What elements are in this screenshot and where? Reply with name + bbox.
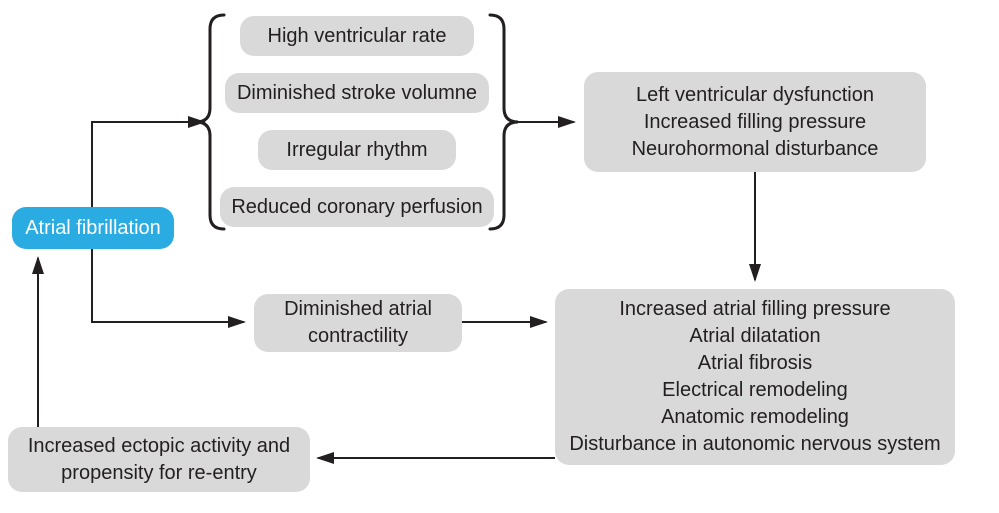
- node-diminished-stroke-volume: Diminished stroke volumne: [225, 73, 489, 113]
- arrow-af_to_bracket: [92, 122, 204, 207]
- node-increased-ectopic-activity: Increased ectopic activity andpropensity…: [8, 427, 310, 492]
- node-atrial-fibrillation: Atrial fibrillation: [12, 207, 174, 249]
- node-label: Left ventricular dysfunctionIncreased fi…: [632, 82, 879, 163]
- node-reduced-coronary-perfusion: Reduced coronary perfusion: [220, 187, 494, 227]
- arrow-af_to_dim_atrial: [92, 249, 244, 322]
- node-diminished-atrial-contractility: Diminished atrialcontractility: [254, 294, 462, 352]
- node-label: Increased ectopic activity andpropensity…: [28, 433, 290, 487]
- node-label: Reduced coronary perfusion: [231, 194, 482, 221]
- node-lv-dysfunction: Left ventricular dysfunctionIncreased fi…: [584, 72, 926, 172]
- node-label: Atrial fibrillation: [25, 215, 161, 242]
- node-label: Diminished atrialcontractility: [284, 296, 432, 350]
- bracket-right: [490, 15, 518, 229]
- node-label: Diminished stroke volumne: [237, 80, 477, 107]
- node-high-ventricular-rate: High ventricular rate: [240, 16, 474, 56]
- node-irregular-rhythm: Irregular rhythm: [258, 130, 456, 170]
- node-label: High ventricular rate: [268, 23, 447, 50]
- node-label: Increased atrial filling pressureAtrial …: [569, 296, 940, 458]
- node-increased-atrial-pressure: Increased atrial filling pressureAtrial …: [555, 289, 955, 465]
- node-label: Irregular rhythm: [286, 137, 427, 164]
